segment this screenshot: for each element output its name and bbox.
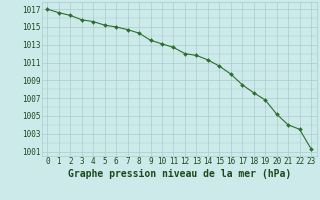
X-axis label: Graphe pression niveau de la mer (hPa): Graphe pression niveau de la mer (hPa) bbox=[68, 169, 291, 179]
